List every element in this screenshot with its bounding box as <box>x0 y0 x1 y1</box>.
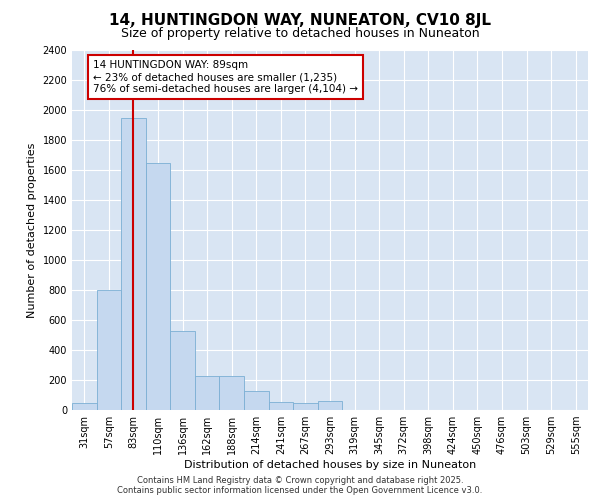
Bar <box>170 330 195 410</box>
Bar <box>121 118 146 410</box>
Bar <box>318 401 342 410</box>
Text: 14 HUNTINGDON WAY: 89sqm
← 23% of detached houses are smaller (1,235)
76% of sem: 14 HUNTINGDON WAY: 89sqm ← 23% of detach… <box>93 60 358 94</box>
Bar <box>269 402 293 410</box>
X-axis label: Distribution of detached houses by size in Nuneaton: Distribution of detached houses by size … <box>184 460 476 470</box>
Y-axis label: Number of detached properties: Number of detached properties <box>27 142 37 318</box>
Text: 14, HUNTINGDON WAY, NUNEATON, CV10 8JL: 14, HUNTINGDON WAY, NUNEATON, CV10 8JL <box>109 12 491 28</box>
Text: Contains HM Land Registry data © Crown copyright and database right 2025.
Contai: Contains HM Land Registry data © Crown c… <box>118 476 482 495</box>
Bar <box>293 403 318 410</box>
Bar <box>72 402 97 410</box>
Bar <box>220 376 244 410</box>
Bar <box>97 290 121 410</box>
Bar <box>195 376 220 410</box>
Text: Size of property relative to detached houses in Nuneaton: Size of property relative to detached ho… <box>121 28 479 40</box>
Bar <box>146 162 170 410</box>
Bar <box>244 390 269 410</box>
